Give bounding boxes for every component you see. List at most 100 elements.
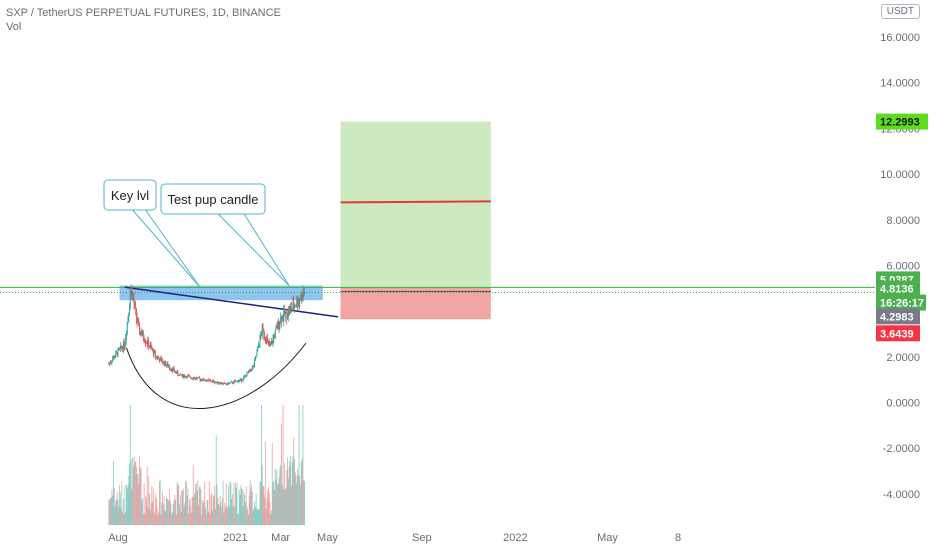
volume-bar [172,504,174,525]
volume-bar [288,466,290,525]
candle-body [137,321,139,323]
volume-bar [136,467,137,525]
volume-bar [185,481,187,525]
volume-bar [161,502,163,525]
y-axis-tick-label: 8.0000 [886,215,920,227]
candle-body [171,369,173,371]
volume-bar [275,479,277,525]
volume-bar [202,502,204,525]
candle-body [187,375,189,377]
volume-bar [128,475,130,525]
volume-bar [192,497,193,525]
target-price-badge: 12.2993 [876,113,928,130]
candle-body [167,363,169,368]
y-axis-tick-label: 14.0000 [880,78,920,90]
volume-bar [201,499,203,525]
volume-bar [137,473,139,525]
candle-body [293,302,295,308]
volume-bar [277,483,279,525]
volume-bar [283,489,285,525]
candle-body [112,356,114,360]
key-level-callout-pointer [145,209,201,288]
volume-bar [220,501,222,525]
volume-bar [208,511,210,525]
candle-body [210,380,212,382]
candle-body [148,340,150,348]
volume-bar [198,487,200,525]
volume-bar [243,492,245,525]
volume-bar [280,464,282,525]
volume-bar [210,495,212,525]
volume-bar [259,482,261,525]
candle-body [270,344,272,346]
candle-body [140,331,142,336]
candle-body [251,369,252,371]
volume-bar [162,491,163,525]
volume-bar [233,482,235,525]
candle-body [188,375,190,377]
volume-bar [214,486,216,525]
volume-bar [123,514,125,525]
volume-bar [139,466,141,525]
volume-bar [204,481,206,525]
candle-body [248,370,250,372]
volume-bar [304,481,305,525]
cup-pattern-curve [125,342,307,410]
candle-body [119,345,121,349]
countdown-badge: 16:26:17 [876,294,926,311]
key-level-callout-text: Key lvl [111,188,149,203]
candle-body [173,368,175,372]
volume-bar [241,488,243,525]
candle-body [278,320,280,327]
candle-body [114,356,116,359]
candle-body [109,362,111,364]
candle-body [169,366,170,369]
volume-bar [133,456,135,525]
candle-body [215,382,217,384]
candle-body [189,376,191,378]
candle-body [155,356,157,358]
candle-body [110,362,112,363]
currency-badge[interactable]: USDT [880,4,920,19]
volume-bar [250,488,252,525]
candle-body [152,349,154,355]
candle-body [109,362,111,364]
candle-body [139,331,141,334]
candle-body [182,374,184,378]
candle-body [265,339,267,343]
candle-body [283,310,285,320]
candle-body [123,341,125,347]
position-midline [340,200,491,204]
candle-body [230,382,232,383]
candle-body [129,306,131,313]
volume-bar [186,495,188,525]
volume-bar [108,499,110,525]
volume-bar [189,506,191,525]
volume-bar [263,486,265,525]
volume-bar [206,499,208,525]
candle-body [231,381,233,383]
candle-body [178,374,180,376]
volume-bar [132,466,134,525]
volume-bar [140,469,142,525]
candle-body [193,377,195,379]
candle-body [292,302,294,309]
candle-body [136,308,137,318]
volume-bar [180,511,182,525]
volume-bar [178,504,180,525]
volume-bar [200,489,202,525]
candle-body [281,316,282,322]
key-level-callout-box [103,179,157,211]
candle-body [266,338,268,343]
volume-bar [246,509,248,525]
volume-bar [267,487,269,525]
volume-bar [187,488,189,525]
volume-bar [181,490,183,525]
candle-body [180,373,182,376]
candle-body [157,357,159,359]
volume-bar [239,494,241,525]
test-candle-callout-pointer [243,213,290,286]
volume-bar [248,495,250,525]
